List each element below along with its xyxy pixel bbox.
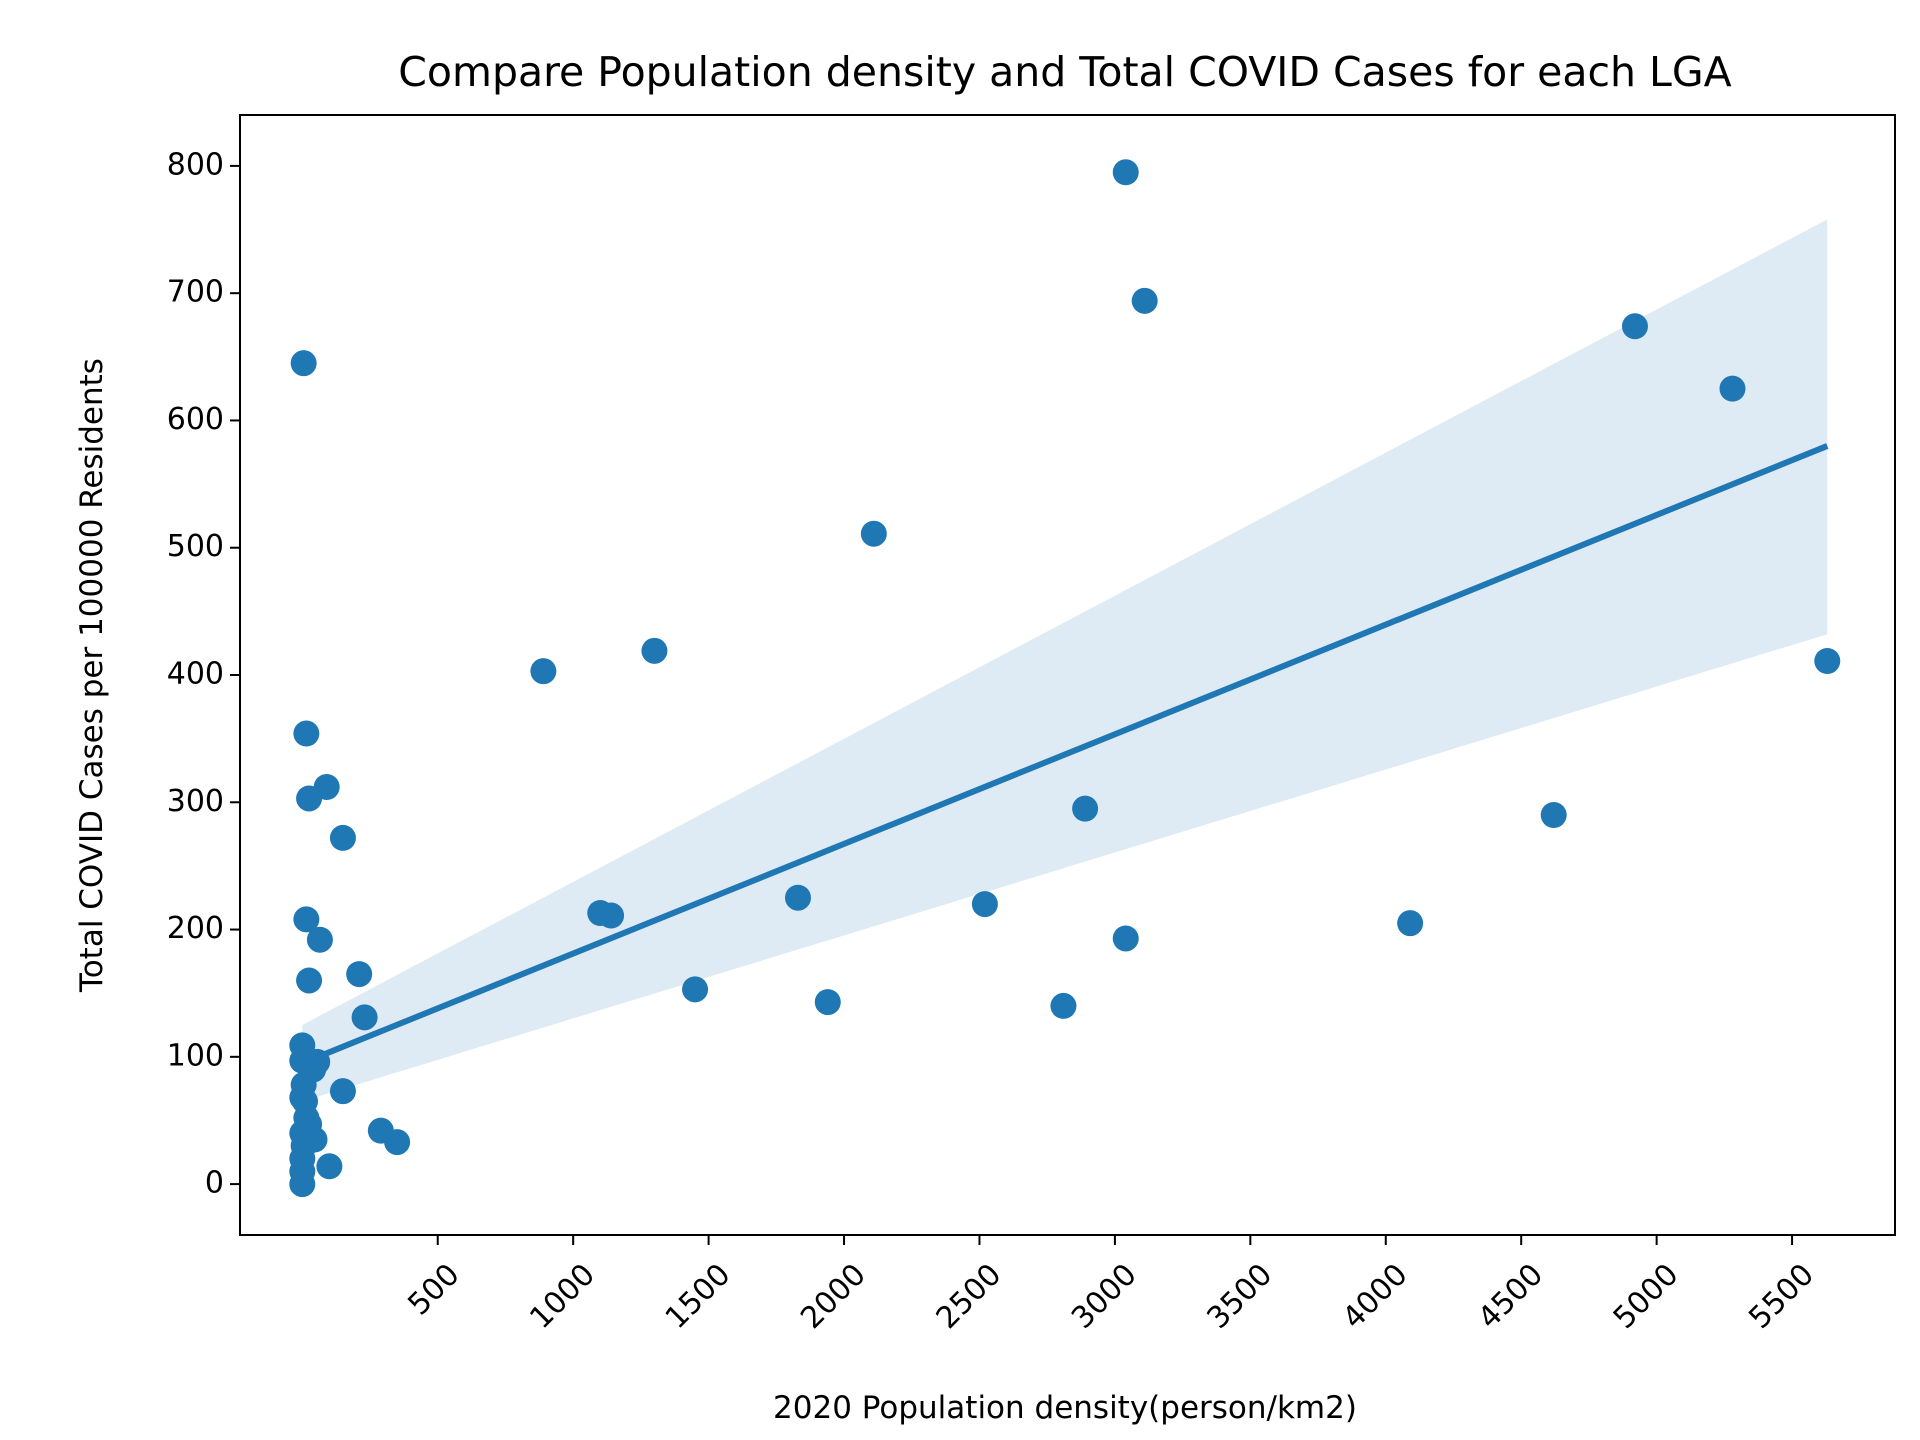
data-point (1719, 375, 1746, 402)
data-point (293, 720, 320, 747)
data-point (641, 637, 668, 664)
y-axis: 0 100 200 300 400 500 600 700 800 (167, 147, 240, 1201)
x-tick-label: 2000 (794, 1257, 873, 1336)
y-tick-label: 700 (167, 275, 224, 310)
data-point (296, 785, 323, 812)
x-tick-label: 500 (401, 1257, 466, 1322)
data-point (290, 350, 317, 377)
data-point (1050, 992, 1077, 1019)
x-tick-label: 1000 (523, 1257, 602, 1336)
data-point (1112, 159, 1139, 186)
data-point (530, 658, 557, 685)
y-tick-label: 300 (167, 784, 224, 819)
data-point (329, 1078, 356, 1105)
data-point (329, 824, 356, 851)
x-tick-label: 5500 (1742, 1257, 1821, 1336)
data-point (293, 906, 320, 933)
y-tick-label: 200 (167, 911, 224, 946)
x-tick-label: 3500 (1201, 1257, 1280, 1336)
x-axis: 500 1000 1500 2000 2500 3000 3500 4000 4500 5000 5… (401, 1235, 1821, 1336)
x-axis-label: 2020 Population density(person/km2) (773, 1390, 1357, 1426)
data-point (1397, 910, 1424, 937)
data-point (1131, 287, 1158, 314)
plot-area (289, 159, 1841, 1198)
data-point (289, 1171, 316, 1198)
y-tick-label: 800 (167, 147, 224, 182)
y-tick-label: 600 (167, 402, 224, 437)
data-point (814, 989, 841, 1016)
y-tick-label: 400 (167, 657, 224, 692)
x-tick-label: 1500 (659, 1257, 738, 1336)
confidence-band (302, 219, 1828, 1102)
y-tick-label: 100 (167, 1038, 224, 1073)
data-point (1814, 648, 1841, 674)
data-point (1621, 313, 1648, 340)
data-point (682, 976, 709, 1003)
regression-line (301, 443, 1829, 1066)
x-tick-label: 3000 (1065, 1257, 1144, 1336)
y-tick-label: 500 (167, 529, 224, 564)
data-point (346, 961, 373, 988)
data-point (351, 1004, 378, 1031)
data-point (860, 520, 887, 547)
data-point (316, 1153, 343, 1180)
data-point (784, 884, 811, 911)
y-tick-label: 0 (205, 1166, 224, 1201)
data-point (1540, 802, 1567, 828)
chart-title: Compare Population density and Total COV… (398, 48, 1731, 96)
data-point (1072, 795, 1099, 822)
x-tick-label: 4000 (1336, 1257, 1415, 1336)
data-point (1112, 925, 1139, 952)
y-axis-label: Total COVID Cases per 100000 Residents (74, 358, 110, 993)
x-tick-label: 5000 (1607, 1257, 1686, 1336)
data-point (306, 926, 333, 953)
data-point (296, 967, 323, 994)
x-tick-label: 2500 (930, 1257, 1009, 1336)
data-point (971, 891, 998, 918)
data-point (384, 1129, 411, 1156)
x-tick-label: 4500 (1471, 1257, 1550, 1336)
data-point (598, 902, 625, 929)
